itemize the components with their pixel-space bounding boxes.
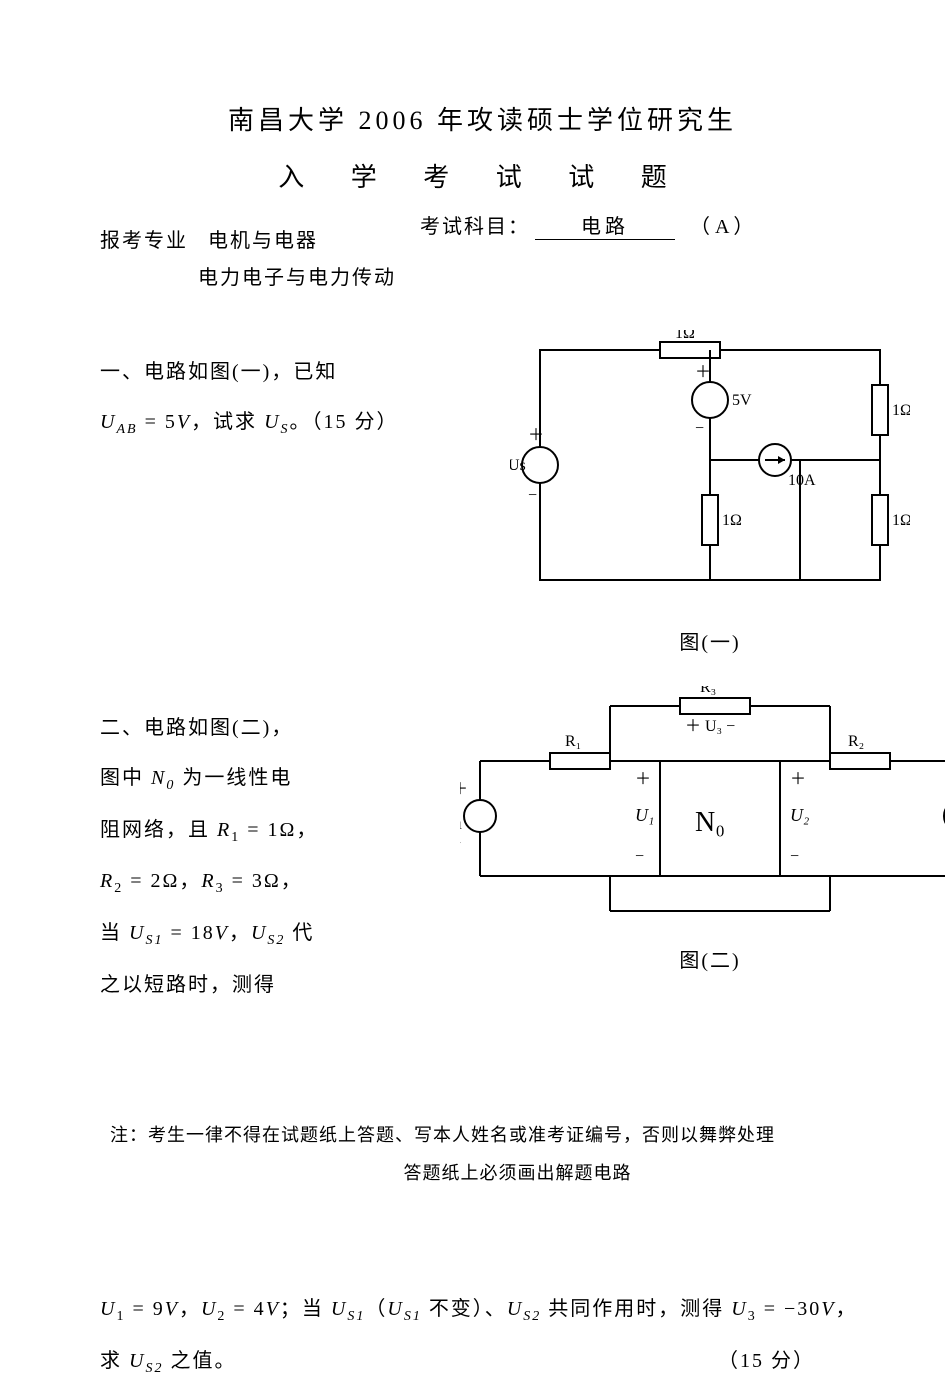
svg-text:−: − [695, 420, 704, 437]
p2-line2: 图中 N0 为一线性电 [100, 756, 400, 802]
p2-line6: 之以短路时，测得 [100, 963, 400, 1007]
page-title-line1: 南昌大学 2006 年攻读硕士学位研究生 [100, 100, 865, 137]
major2-value: 电力电子与电力传动 [198, 261, 865, 290]
svg-text:U₂: U₂ [790, 805, 809, 825]
footer-note-1: 注：考生一律不得在试题纸上答题、写本人姓名或准考证编号，否则以舞弊处理 [110, 1121, 865, 1147]
paper-code: （ A ） [690, 210, 753, 239]
svg-text:＋: ＋ [790, 771, 806, 788]
svg-text:−: − [460, 835, 461, 852]
footer-notes: 注：考生一律不得在试题纸上答题、写本人姓名或准考证编号，否则以舞弊处理 答题纸上… [110, 1121, 865, 1197]
subject-label: 考试科目： [420, 210, 530, 239]
p2-line7: U1 = 9V，U2 = 4V；当 US1（US1 不变）、US2 共同作用时，… [100, 1287, 865, 1333]
svg-text:N₀: N₀ [695, 807, 725, 838]
p2-score: （15 分） [718, 1339, 865, 1385]
page-title-line2: 入 学 考 试 试 题 [100, 157, 865, 194]
problem-1: 一、电路如图(一)，已知 UAB = 5V，试求 US。（15 分） 1Ω ＋ … [100, 350, 865, 446]
circuit-diagram-2: R₃ ＋ U₃ − R₁ ＋ U S1 − ＋ U₁ − [460, 686, 945, 976]
p2-line4: R2 = 2Ω，R3 = 3Ω， [100, 859, 400, 905]
svg-text:＋: ＋ [635, 771, 651, 788]
subject-value: 电路 [535, 210, 675, 240]
svg-text:R₃: R₃ [700, 686, 716, 696]
subject-row: 考试科目： 电路 （ A ） [420, 210, 753, 240]
major1-value: 电机与电器 [208, 224, 318, 253]
exam-page: 南昌大学 2006 年攻读硕士学位研究生 入 学 考 试 试 题 报考专业 电机… [0, 0, 945, 1337]
svg-text:5V: 5V [732, 392, 752, 409]
p1-line1: 一、电路如图(一)，已知 [100, 350, 440, 394]
figure2-label: 图(二) [460, 944, 945, 973]
svg-text:R₂: R₂ [848, 733, 864, 750]
major-label: 报考专业 [100, 224, 188, 253]
svg-text:10A: 10A [788, 472, 816, 489]
svg-text:＋: ＋ [460, 781, 468, 798]
svg-text:1Ω: 1Ω [892, 402, 910, 419]
svg-text:＋: ＋ [695, 364, 711, 381]
svg-text:R₁: R₁ [565, 733, 581, 750]
svg-text:＋ U₃ −: ＋ U₃ − [685, 718, 735, 735]
problem-1-text: 一、电路如图(一)，已知 UAB = 5V，试求 US。（15 分） [100, 350, 440, 446]
svg-text:1Ω: 1Ω [675, 330, 695, 342]
p2-line8: 求 US2 之值。 [100, 1339, 236, 1385]
svg-text:U₁: U₁ [635, 805, 654, 825]
footer-note-2: 答题纸上必须画出解题电路 [170, 1159, 865, 1185]
svg-text:−: − [790, 848, 799, 865]
problem-2-text: 二、电路如图(二)， 图中 N0 为一线性电 阻网络，且 R1 = 1Ω， R2… [100, 706, 400, 1007]
svg-text:−: − [635, 848, 644, 865]
p2-line5: 当 US1 = 18V，US2 代 [100, 911, 400, 957]
p2-line3: 阻网络，且 R1 = 1Ω， [100, 808, 400, 854]
svg-text:1Ω: 1Ω [892, 512, 910, 529]
svg-text:＋: ＋ [528, 427, 544, 444]
p2-line1: 二、电路如图(二)， [100, 706, 400, 750]
circuit-diagram-1: 1Ω ＋ 5V − 1Ω ＋ Us − [510, 330, 910, 630]
svg-text:−: − [528, 487, 537, 504]
svg-text:Us: Us [510, 457, 526, 474]
p1-line2: UAB = 5V，试求 US。（15 分） [100, 400, 440, 446]
problem-2-below: U1 = 9V，U2 = 4V；当 US1（US1 不变）、US2 共同作用时，… [100, 1287, 865, 1391]
svg-text:1Ω: 1Ω [722, 512, 742, 529]
figure1-label: 图(一) [510, 626, 910, 655]
problem-2: 二、电路如图(二)， 图中 N0 为一线性电 阻网络，且 R1 = 1Ω， R2… [100, 706, 865, 1391]
svg-text:S1: S1 [460, 818, 463, 832]
